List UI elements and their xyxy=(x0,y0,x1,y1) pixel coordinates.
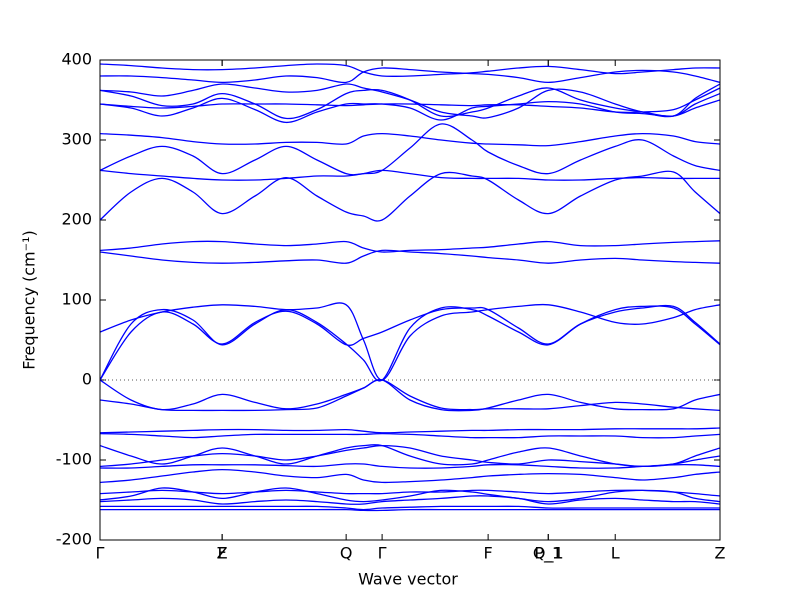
plot-frame xyxy=(99,59,721,541)
band-line xyxy=(100,83,720,119)
x-tick-label: Z xyxy=(715,544,726,563)
band-line xyxy=(100,468,720,484)
x-tick-label: Γ xyxy=(378,544,387,563)
x-tick-label: Q xyxy=(340,544,353,563)
band-line xyxy=(100,249,720,264)
band-line xyxy=(100,508,720,512)
band-line xyxy=(100,304,720,381)
band-line xyxy=(100,432,720,439)
band-line xyxy=(100,489,720,497)
y-tick-label: 400 xyxy=(61,50,92,69)
band-line xyxy=(100,505,720,511)
y-tick-label: -100 xyxy=(56,450,92,469)
band-line xyxy=(100,63,720,78)
y-tick-label: -200 xyxy=(56,530,92,549)
x-tick-label: F xyxy=(484,544,493,563)
band-line xyxy=(100,132,720,147)
band-line xyxy=(100,302,720,381)
y-tick-label: 0 xyxy=(82,370,92,389)
x-tick-label: F xyxy=(218,544,227,563)
y-tick-label: 300 xyxy=(61,130,92,149)
y-tick-label: 200 xyxy=(61,210,92,229)
band-line xyxy=(100,379,720,412)
band-line xyxy=(100,463,720,469)
band-line xyxy=(100,123,720,176)
band-line xyxy=(100,87,720,114)
x-tick-label: Γ xyxy=(96,544,105,563)
y-axis-label: Frequency (cm⁻¹) xyxy=(20,230,39,369)
x-tick-label: L xyxy=(611,544,620,563)
x-tick-label: Z xyxy=(217,544,228,563)
band-line xyxy=(100,169,720,181)
y-tick-label: 100 xyxy=(61,290,92,309)
x-tick-label: P_1 xyxy=(534,544,562,564)
band-line xyxy=(100,67,720,84)
band-line xyxy=(100,427,720,434)
x-axis-label: Wave vector xyxy=(358,570,458,589)
band-line xyxy=(100,305,720,382)
band-line xyxy=(100,379,720,412)
band-line xyxy=(100,444,720,468)
band-line xyxy=(100,495,720,505)
band-line xyxy=(100,240,720,253)
band-line xyxy=(100,487,720,503)
x-tick-label: Q_1 xyxy=(533,544,564,564)
